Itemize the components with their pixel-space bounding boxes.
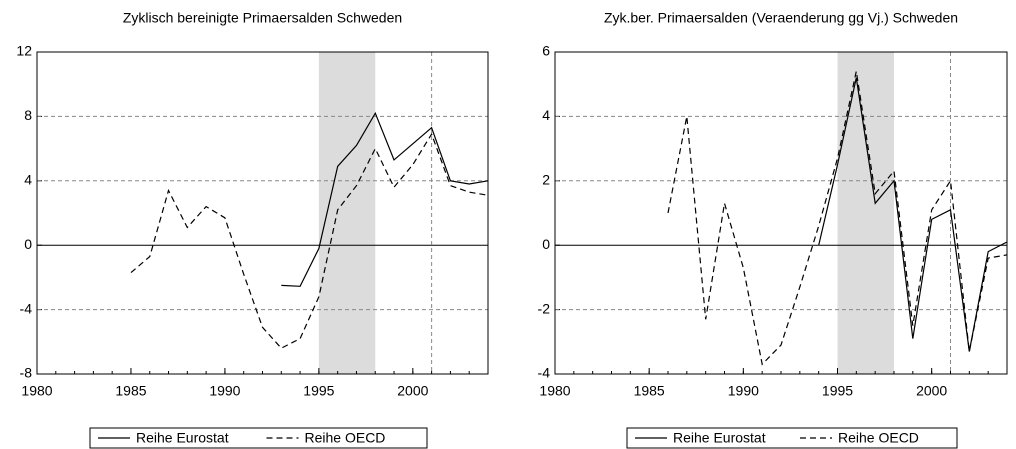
- y-tick-label: 4: [542, 107, 550, 123]
- chart-title: Zyk.ber. Primaersalden (Veraenderung gg …: [604, 10, 958, 26]
- x-tick-label: 1980: [21, 383, 52, 399]
- legend-label: Reihe OECD: [305, 430, 386, 446]
- y-tick-label: 4: [24, 172, 32, 188]
- y-tick-label: -4: [538, 365, 551, 381]
- x-tick-label: 1985: [634, 383, 665, 399]
- chart-title: Zyklisch bereinigte Primaersalden Schwed…: [123, 10, 402, 26]
- x-tick-label: 2000: [397, 383, 428, 399]
- y-tick-label: 6: [542, 43, 550, 59]
- y-tick-label: 2: [542, 172, 550, 188]
- legend-label: Reihe Eurostat: [136, 430, 229, 446]
- series-line: [281, 111, 489, 287]
- x-tick-label: 1980: [539, 383, 570, 399]
- series-line: [130, 132, 489, 349]
- y-tick-label: -8: [20, 365, 33, 381]
- x-tick-label: 1985: [115, 383, 146, 399]
- shaded-period: [318, 52, 376, 374]
- x-tick-label: 1990: [209, 383, 240, 399]
- x-tick-label: 1990: [728, 383, 759, 399]
- y-tick-label: 0: [542, 236, 550, 252]
- plot-frame: [36, 51, 489, 375]
- y-tick-label: 0: [24, 236, 32, 252]
- x-tick-label: 2000: [916, 383, 947, 399]
- legend-box: [89, 427, 428, 449]
- shaded-period: [837, 52, 894, 374]
- legend-box: [626, 427, 958, 449]
- y-tick-label: -4: [20, 300, 33, 316]
- x-tick-label: 1995: [303, 383, 334, 399]
- legend-label: Reihe Eurostat: [673, 430, 766, 446]
- y-tick-label: -2: [538, 300, 551, 316]
- plot-frame: [554, 51, 1008, 375]
- y-tick-label: 12: [16, 43, 32, 59]
- y-tick-label: 8: [24, 107, 32, 123]
- legend-label: Reihe OECD: [838, 430, 919, 446]
- x-tick-label: 1995: [822, 383, 853, 399]
